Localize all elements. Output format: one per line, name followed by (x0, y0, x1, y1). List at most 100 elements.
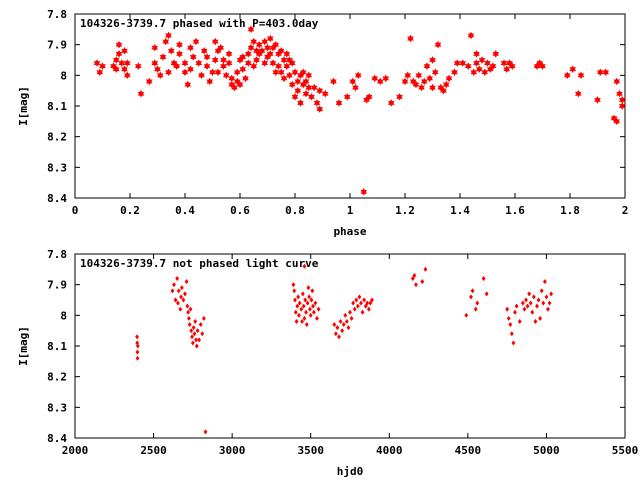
data-point (93, 59, 101, 67)
axis-ticks: 0 0.2 0.4 0.6 0.8 1 1.2 1.4 1.6 1.8 2 7.8 7.9 8 8.1 8.2… (47, 8, 628, 217)
data-points (93, 25, 626, 196)
data-point (492, 50, 500, 58)
data-point (618, 102, 626, 110)
data-point (170, 59, 178, 67)
data-point (294, 77, 302, 86)
data-point (475, 65, 483, 74)
data-point (123, 71, 131, 80)
data-point (194, 343, 199, 349)
data-point (473, 306, 478, 312)
data-point (299, 68, 307, 77)
data-point (187, 65, 194, 74)
y-tick-label: 7.8 (47, 8, 67, 21)
data-point (187, 43, 194, 52)
data-point (306, 285, 311, 291)
data-point (194, 337, 198, 343)
data-point (525, 303, 530, 309)
data-point (123, 59, 131, 67)
data-point (121, 46, 128, 55)
data-point (368, 300, 373, 306)
data-point (299, 306, 304, 312)
data-point (165, 68, 172, 77)
data-point (547, 300, 552, 306)
x-tick-label: 5500 (612, 444, 639, 457)
data-point (185, 303, 190, 309)
x-tick-label: 1.4 (450, 204, 470, 217)
data-point (409, 77, 417, 86)
data-point (333, 331, 338, 337)
x-tick-label: 3000 (219, 444, 246, 457)
data-point (520, 300, 525, 306)
data-point (484, 291, 489, 297)
y-tick-label: 8.1 (47, 100, 67, 113)
data-point (370, 297, 374, 303)
data-point (481, 275, 486, 282)
data-point (197, 337, 202, 343)
data-point (167, 46, 175, 55)
data-point (335, 99, 343, 107)
chart-title: 104326-3739.7 not phased light curve (80, 257, 319, 270)
data-point (250, 62, 258, 70)
data-point (546, 306, 550, 312)
data-point (292, 288, 297, 294)
data-point (357, 294, 362, 300)
data-point (203, 62, 211, 70)
data-point (211, 37, 219, 46)
data-point (429, 56, 436, 64)
data-point (610, 114, 618, 123)
data-point (200, 331, 205, 337)
data-point (192, 37, 200, 46)
data-point (563, 71, 571, 80)
data-point (179, 294, 184, 300)
data-point (423, 62, 431, 70)
data-point (363, 303, 368, 309)
data-point (517, 318, 522, 325)
data-point (222, 71, 230, 80)
data-point (198, 71, 205, 80)
data-point (464, 62, 472, 70)
data-point (344, 318, 349, 325)
data-point (173, 297, 178, 303)
data-point (151, 43, 159, 52)
data-point (349, 77, 357, 86)
data-point (371, 74, 379, 83)
x-tick-label: 0.6 (230, 204, 250, 217)
chart-title: 104326-3739.7 phased with P=403.0day (80, 17, 319, 30)
data-point (159, 53, 167, 61)
data-point (110, 62, 117, 70)
data-point (305, 71, 313, 80)
x-tick-label: 1 (347, 204, 354, 217)
data-point (616, 89, 623, 98)
data-point (352, 306, 357, 312)
data-point (508, 62, 516, 70)
data-point (135, 355, 140, 361)
data-point (151, 59, 159, 67)
data-point (135, 334, 140, 340)
data-point (524, 297, 528, 303)
data-point (214, 68, 222, 77)
data-point (186, 309, 191, 315)
data-point (310, 83, 318, 92)
data-point (307, 306, 312, 312)
data-point (181, 59, 189, 67)
data-point (179, 285, 184, 291)
data-point (203, 429, 208, 435)
data-point (354, 71, 362, 80)
data-point (304, 321, 309, 328)
x-tick-label: 0.8 (285, 204, 305, 217)
data-point (253, 56, 260, 64)
data-point (295, 303, 300, 309)
y-tick-label: 7.8 (47, 248, 67, 261)
data-point (195, 59, 203, 67)
data-point (184, 278, 189, 285)
data-point (365, 92, 373, 101)
data-point (475, 300, 480, 306)
data-point (236, 80, 244, 89)
data-point (423, 266, 428, 272)
data-point (176, 40, 183, 49)
data-point (308, 92, 315, 101)
x-tick-label: 2 (622, 204, 629, 217)
data-point (445, 74, 453, 83)
